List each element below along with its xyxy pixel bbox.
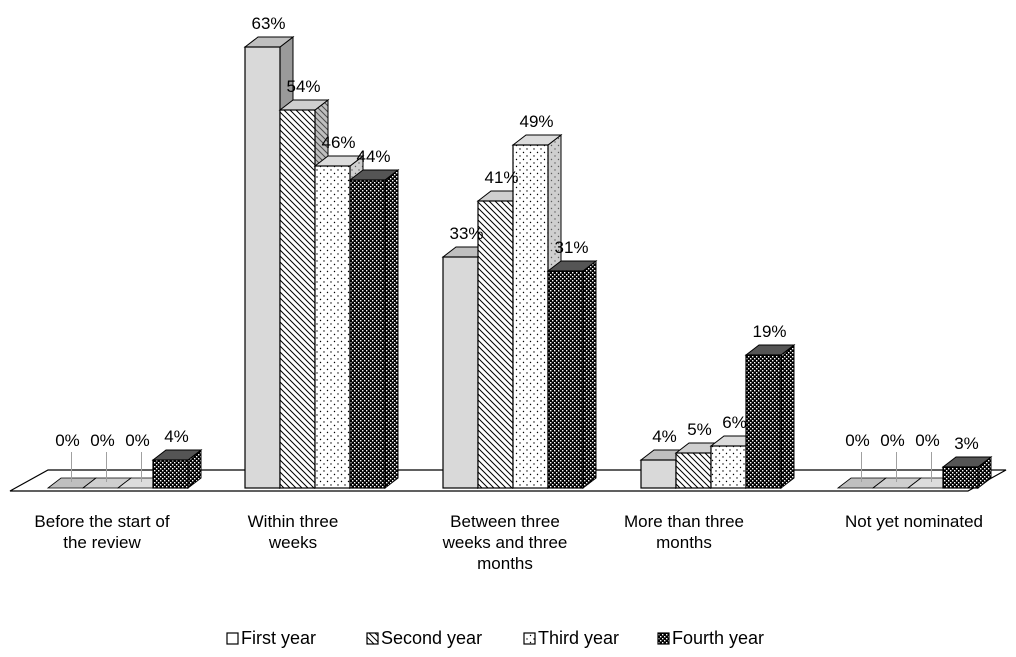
data-label: 0%: [915, 431, 940, 450]
legend-swatch: [226, 632, 239, 645]
data-label: 19%: [752, 322, 786, 341]
bar-fourth-year-1: [348, 168, 400, 490]
legend-label: First year: [241, 628, 316, 648]
legend: First year Second year Third year Fourth ye…: [226, 628, 764, 648]
category-label: Before the start of the review: [34, 512, 169, 552]
legend-label: Second year: [381, 628, 482, 648]
data-label: 33%: [449, 224, 483, 243]
legend-label: Third year: [538, 628, 619, 648]
legend-swatch: [523, 632, 536, 645]
data-label: 46%: [321, 133, 355, 152]
data-label: 6%: [722, 413, 747, 432]
bar-fourth-year-3: [744, 343, 796, 490]
data-label: 4%: [164, 427, 189, 446]
legend-swatch: [657, 632, 670, 645]
data-label: 0%: [880, 431, 905, 450]
data-label: 0%: [125, 431, 150, 450]
data-label: 0%: [55, 431, 80, 450]
data-label: 0%: [90, 431, 115, 450]
legend-item-fourth-year: Fourth year: [657, 628, 764, 648]
data-label: 44%: [356, 147, 390, 166]
chart-bars: [46, 35, 993, 490]
category-label: Between three weeks and three months: [442, 512, 568, 573]
data-label: 63%: [251, 14, 285, 33]
data-label: 49%: [519, 112, 553, 131]
data-label: 5%: [687, 420, 712, 439]
data-label: 4%: [652, 427, 677, 446]
bar-fourth-year-2: [546, 259, 598, 490]
legend-item-first-year: First year: [226, 628, 316, 648]
data-label: 41%: [484, 168, 518, 187]
data-label: 0%: [845, 431, 870, 450]
category-label: More than three months: [624, 512, 744, 552]
legend-item-third-year: Third year: [523, 628, 619, 648]
data-label: 54%: [286, 77, 320, 96]
data-label: 31%: [554, 238, 588, 257]
data-label: 3%: [954, 434, 979, 453]
legend-item-second-year: Second year: [366, 628, 482, 648]
legend-label: Fourth year: [672, 628, 764, 648]
legend-swatch: [366, 632, 379, 645]
category-labels: Before the start of the review Within thre…: [34, 512, 983, 573]
data-labels: 0% 63% 33% 4% 0% 0% 54% 41% 5% 0% 0% 46% 49% 6% 0% 4% 44…: [55, 14, 979, 482]
bar-fourth-year-4: [941, 455, 993, 490]
category-label: Not yet nominated: [845, 512, 983, 531]
category-label: Within three weeks: [248, 512, 339, 552]
bar-fourth-year-0: [151, 448, 203, 490]
